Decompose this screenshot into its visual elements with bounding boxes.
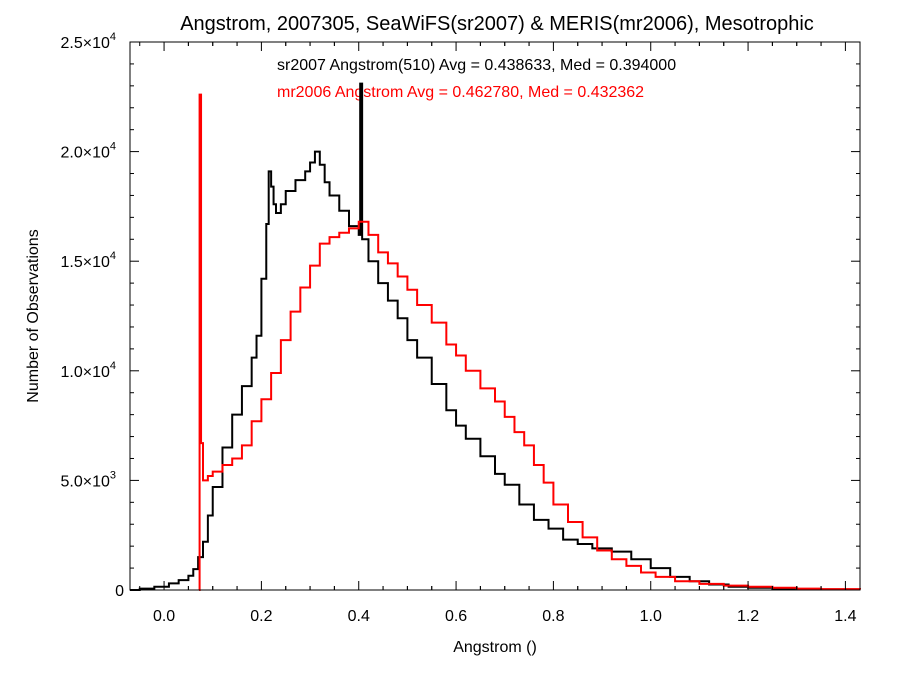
series-line-sr2007 [130, 82, 861, 591]
annotation-sr2007: sr2007 Angstrom(510) Avg = 0.438633, Med… [277, 57, 676, 74]
axis-ticks: 0.0 0.2 0.4 0.6 0.8 1.0 1.2 1.4 0 5.0×103 1.0×104 1… [60, 31, 860, 625]
x-tick-label: 1.4 [834, 608, 856, 625]
plot-frame [129, 41, 861, 591]
y-tick-label: 5.0×103 [60, 469, 116, 490]
y-tick-label: 1.5×104 [60, 250, 116, 271]
y-tick-label: 2.0×104 [60, 141, 116, 162]
y-tick-label: 0 [115, 583, 124, 600]
chart-title: Angstrom, 2007305, SeaWiFS(sr2007) & MER… [180, 13, 814, 35]
series-line-mr2006 [198, 93, 861, 591]
x-tick-label: 0.0 [153, 608, 175, 625]
annotation-mr2006: mr2006 Angstrom Avg = 0.462780, Med = 0.… [277, 84, 644, 101]
x-tick-label: 1.2 [737, 608, 759, 625]
y-tick-label: 1.0×104 [60, 360, 116, 381]
y-axis-label: Number of Observations [25, 229, 42, 402]
x-tick-label: 0.6 [445, 608, 467, 625]
y-tick-label: 2.5×104 [60, 31, 116, 52]
x-tick-label: 0.8 [542, 608, 564, 625]
x-tick-label: 0.2 [250, 608, 272, 625]
x-axis-label: Angstrom () [453, 639, 537, 656]
x-tick-label: 0.4 [348, 608, 370, 625]
plot-area [130, 82, 861, 591]
x-tick-label: 1.0 [640, 608, 662, 625]
